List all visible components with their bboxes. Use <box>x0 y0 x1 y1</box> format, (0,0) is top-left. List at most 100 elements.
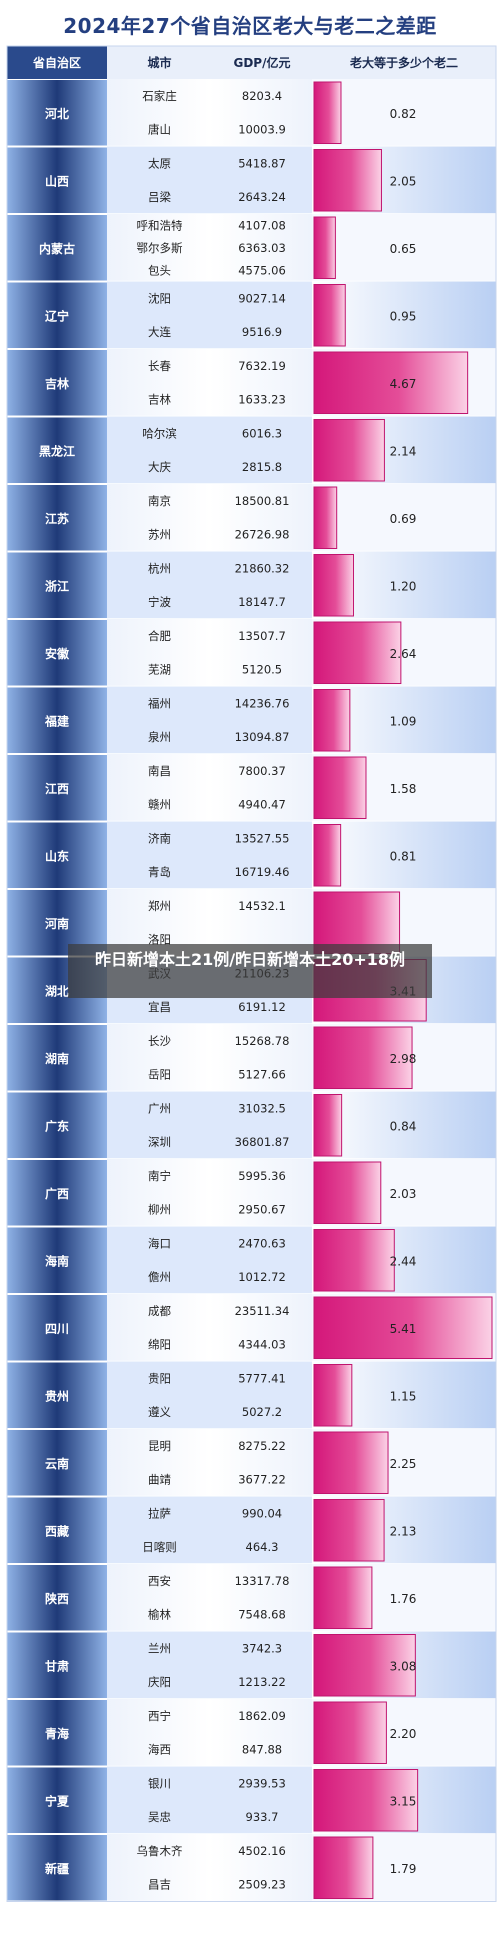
city-name: 拉萨 <box>148 1506 171 1520</box>
gdp-value: 2939.53 <box>238 1776 286 1790</box>
province-label: 陕西 <box>45 1591 69 1606</box>
city-name: 郑州 <box>148 899 171 913</box>
province-cell <box>7 1767 107 1833</box>
city-name: 榆林 <box>148 1608 171 1622</box>
gdp-value: 2643.24 <box>238 190 286 204</box>
province-label: 江苏 <box>45 511 69 526</box>
province-label: 四川 <box>45 1322 69 1336</box>
province-cell <box>7 822 107 888</box>
row-background <box>107 1226 312 1294</box>
ratio-value-label: 1.79 <box>390 1862 417 1876</box>
row-background <box>107 79 312 147</box>
ratio-bar <box>313 689 351 752</box>
city-name: 广州 <box>148 1101 171 1115</box>
province-label: 广东 <box>45 1118 69 1133</box>
province-cell <box>7 1632 107 1698</box>
ratio-value-label: 2.13 <box>390 1524 417 1538</box>
city-name: 成都 <box>148 1304 171 1318</box>
province-label: 广西 <box>45 1186 69 1201</box>
gdp-value: 10003.9 <box>238 123 286 137</box>
row-background <box>107 1024 312 1092</box>
city-name: 太原 <box>148 156 171 170</box>
row-background <box>107 754 312 822</box>
gdp-value: 13527.55 <box>235 831 290 845</box>
gdp-value: 990.04 <box>242 1506 282 1520</box>
bar-cell-background <box>312 214 496 282</box>
ratio-bar <box>313 1026 413 1089</box>
city-name: 昆明 <box>148 1439 171 1453</box>
city-name: 西安 <box>148 1574 171 1588</box>
city-name: 长沙 <box>148 1034 171 1048</box>
city-name: 青岛 <box>148 865 171 879</box>
province-label: 湖北 <box>45 983 69 998</box>
ratio-value-label: 2.14 <box>390 444 417 458</box>
row-background <box>107 1496 312 1564</box>
city-name: 宁波 <box>148 595 171 609</box>
city-name: 大庆 <box>148 460 171 474</box>
province-cell <box>7 1160 107 1226</box>
ratio-bar <box>313 1499 385 1562</box>
ratio-value-label: 0.84 <box>390 1119 417 1133</box>
row-background <box>107 1766 312 1834</box>
province-label: 黑龙江 <box>39 443 75 458</box>
province-label: 山东 <box>45 848 69 863</box>
gdp-value: 1213.22 <box>238 1675 286 1689</box>
gdp-value: 13507.7 <box>238 629 286 643</box>
row-background <box>107 619 312 687</box>
ratio-bar <box>313 621 402 684</box>
ratio-value-label: 4.67 <box>390 377 417 391</box>
bar-cell-background <box>312 1091 496 1159</box>
province-label: 浙江 <box>45 578 69 593</box>
row-background <box>107 1564 312 1632</box>
city-name: 西宁 <box>148 1709 171 1723</box>
gdp-value: 4107.08 <box>238 218 286 232</box>
city-name: 鄂尔多斯 <box>137 241 183 255</box>
row-background <box>107 1361 312 1429</box>
row-background <box>107 1159 312 1227</box>
province-label: 湖南 <box>45 1051 69 1066</box>
city-name: 唐山 <box>148 123 171 137</box>
ratio-bar <box>313 1364 353 1427</box>
gdp-value: 16719.46 <box>235 865 290 879</box>
row-background <box>107 1834 312 1902</box>
gdp-value: 464.3 <box>246 1540 279 1554</box>
province-cell <box>7 485 107 551</box>
ratio-value-label: 2.25 <box>390 1457 417 1471</box>
column-header-2: 城市 <box>147 55 171 70</box>
gdp-value: 23511.34 <box>235 1304 290 1318</box>
row-background <box>107 686 312 754</box>
gdp-value: 933.7 <box>246 1810 279 1824</box>
city-name: 南昌 <box>148 764 171 778</box>
chart-title: 2024年27个省自治区老大与老二之差距 <box>63 14 437 38</box>
province-cell <box>7 147 107 213</box>
ratio-value-label: 1.20 <box>390 579 417 593</box>
gdp-value: 5120.5 <box>242 663 282 677</box>
row-background <box>107 1699 312 1767</box>
city-name: 日喀则 <box>142 1540 177 1554</box>
gdp-value: 13317.78 <box>235 1574 290 1588</box>
city-name: 深圳 <box>148 1135 171 1149</box>
gdp-value: 36801.87 <box>235 1135 290 1149</box>
ratio-value-label: 2.20 <box>390 1727 417 1741</box>
gdp-value: 5418.87 <box>238 156 286 170</box>
province-cell <box>7 1497 107 1563</box>
city-name: 石家庄 <box>142 89 177 103</box>
row-background <box>107 416 312 484</box>
ratio-bar <box>313 351 469 414</box>
gdp-value: 2950.67 <box>238 1203 286 1217</box>
ratio-bar <box>313 216 336 279</box>
ratio-value-label: 0.69 <box>390 512 417 526</box>
city-name: 杭州 <box>148 561 171 575</box>
city-name: 芜湖 <box>148 663 171 677</box>
city-name: 吕梁 <box>148 190 171 204</box>
city-name: 昌吉 <box>148 1878 171 1892</box>
province-label: 山西 <box>45 173 69 188</box>
ratio-bar <box>313 1431 389 1494</box>
province-cell <box>7 1227 107 1293</box>
row-background <box>107 349 312 417</box>
city-name: 银川 <box>148 1776 171 1790</box>
ratio-bar <box>313 1836 374 1899</box>
ratio-bar <box>313 419 385 482</box>
province-cell <box>7 215 107 281</box>
ratio-bar <box>313 284 346 347</box>
